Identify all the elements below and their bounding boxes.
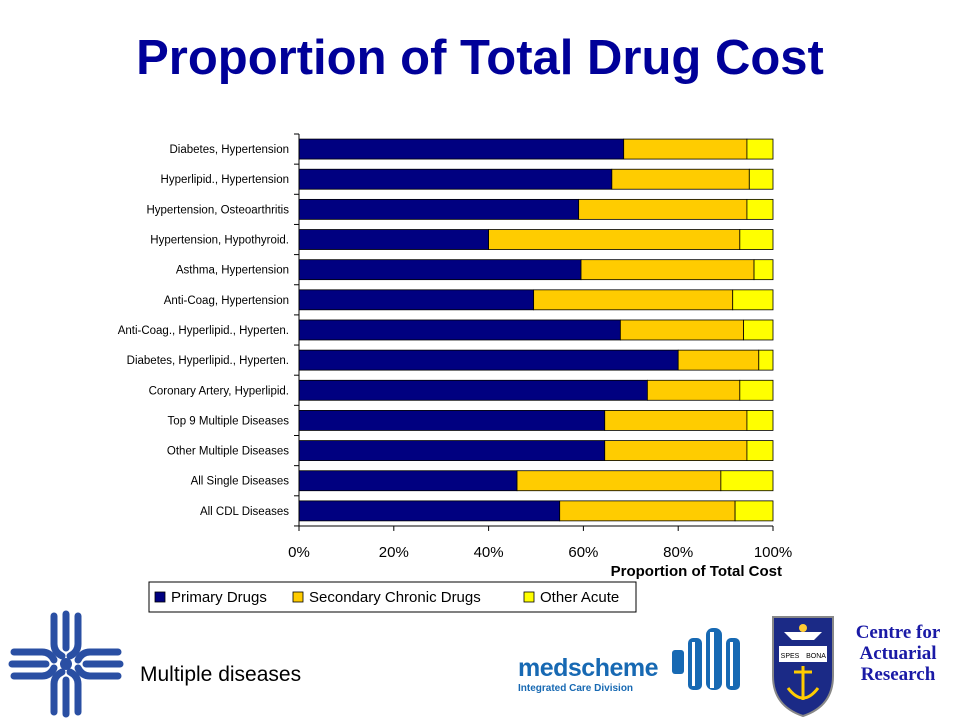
- bar-1-9: [298, 379, 648, 401]
- bar-1-10: [298, 410, 606, 431]
- legend-label-1: Primary Drugs: [171, 589, 267, 606]
- page-title: Proportion of Total Drug Cost: [136, 31, 824, 85]
- centre-for-actuarial-research: Centre for Actuarial Research: [836, 622, 960, 685]
- category-label: Top 9 Multiple Diseases: [168, 415, 290, 427]
- medscheme-mark-icon: [672, 628, 740, 690]
- legend: [148, 581, 637, 613]
- x-axis-title: Proportion of Total Cost: [611, 563, 782, 580]
- bar-1-7: [298, 319, 621, 341]
- bar-2-6: [533, 289, 734, 311]
- bar-2-11: [604, 440, 748, 461]
- seal-text-left: SPES: [781, 653, 800, 660]
- bar-1-3: [298, 198, 580, 220]
- bar-2-9: [646, 379, 741, 401]
- bar-1-8: [298, 349, 679, 371]
- category-label: All Single Diseases: [191, 476, 290, 488]
- medscheme-logo: medscheme Integrated Care Division: [518, 654, 659, 694]
- legend-label-3: Other Acute: [540, 589, 619, 606]
- bar-2-5: [580, 259, 755, 281]
- bar-3-9: [739, 379, 774, 401]
- bar-2-2: [611, 168, 750, 190]
- bar-1-2: [298, 168, 613, 190]
- seal-text-right: BONA: [806, 653, 826, 660]
- bar-3-6: [732, 289, 774, 311]
- category-label: Anti-Coag, Hypertension: [164, 295, 289, 307]
- bar-2-10: [604, 410, 748, 431]
- bar-3-10: [746, 410, 774, 431]
- legend-label-2: Secondary Chronic Drugs: [309, 589, 481, 606]
- bar-2-12: [516, 470, 722, 492]
- bar-2-1: [623, 138, 748, 160]
- bar-3-12: [720, 470, 774, 492]
- x-tick-label: 60%: [568, 544, 598, 561]
- bar-1-4: [298, 229, 490, 250]
- medscheme-division: Integrated Care Division: [518, 683, 634, 694]
- centre-line-3: Research: [860, 664, 936, 685]
- category-label: Hypertension, Osteoarthritis: [146, 204, 289, 216]
- footer-caption: Multiple diseases: [140, 663, 302, 686]
- centre-line-1: Centre for: [855, 622, 941, 643]
- category-label: Other Multiple Diseases: [167, 446, 289, 458]
- bar-1-13: [298, 500, 561, 522]
- legend-swatch-3: [523, 591, 535, 603]
- category-label: Hyperlipid., Hypertension: [161, 174, 289, 186]
- x-tick-label: 0%: [288, 544, 310, 561]
- bar-2-4: [488, 229, 741, 250]
- x-tick-label: 40%: [474, 544, 504, 561]
- category-label: Hypertension, Hypothyroid.: [150, 235, 289, 247]
- category-label: Anti-Coag., Hyperlipid., Hyperten.: [118, 325, 289, 337]
- category-label: All CDL Diseases: [200, 506, 289, 518]
- category-label: Diabetes, Hypertension: [169, 144, 289, 156]
- x-tick-label: 80%: [663, 544, 693, 561]
- category-label: Asthma, Hypertension: [176, 265, 289, 277]
- bar-3-8: [758, 349, 774, 371]
- bar-3-13: [734, 500, 774, 522]
- bar-3-4: [739, 229, 774, 250]
- bar-2-3: [578, 198, 748, 220]
- cross-logo-icon: [8, 610, 124, 718]
- bar-3-3: [746, 198, 774, 220]
- bar-2-8: [677, 349, 760, 371]
- legend-swatch-1: [154, 591, 166, 603]
- category-label: Diabetes, Hyperlipid., Hyperten.: [127, 355, 289, 367]
- bar-2-7: [619, 319, 745, 341]
- x-tick-label: 20%: [379, 544, 409, 561]
- bar-1-1: [298, 138, 625, 160]
- bar-3-2: [748, 168, 774, 190]
- bar-3-7: [743, 319, 774, 341]
- x-tick-label: 100%: [754, 544, 792, 561]
- bar-1-5: [298, 259, 582, 281]
- bar-3-11: [746, 440, 774, 461]
- bar-2-13: [559, 500, 736, 522]
- university-crest-icon: SPES BONA: [772, 616, 834, 718]
- bar-1-11: [298, 440, 606, 461]
- medscheme-name: medscheme: [518, 654, 659, 682]
- bar-3-1: [746, 138, 774, 160]
- bar-1-12: [298, 470, 518, 492]
- bar-1-6: [298, 289, 535, 311]
- legend-swatch-2: [292, 591, 304, 603]
- category-label: Coronary Artery, Hyperlipid.: [149, 385, 289, 397]
- bar-3-5: [753, 259, 774, 281]
- centre-line-2: Actuarial: [859, 643, 937, 664]
